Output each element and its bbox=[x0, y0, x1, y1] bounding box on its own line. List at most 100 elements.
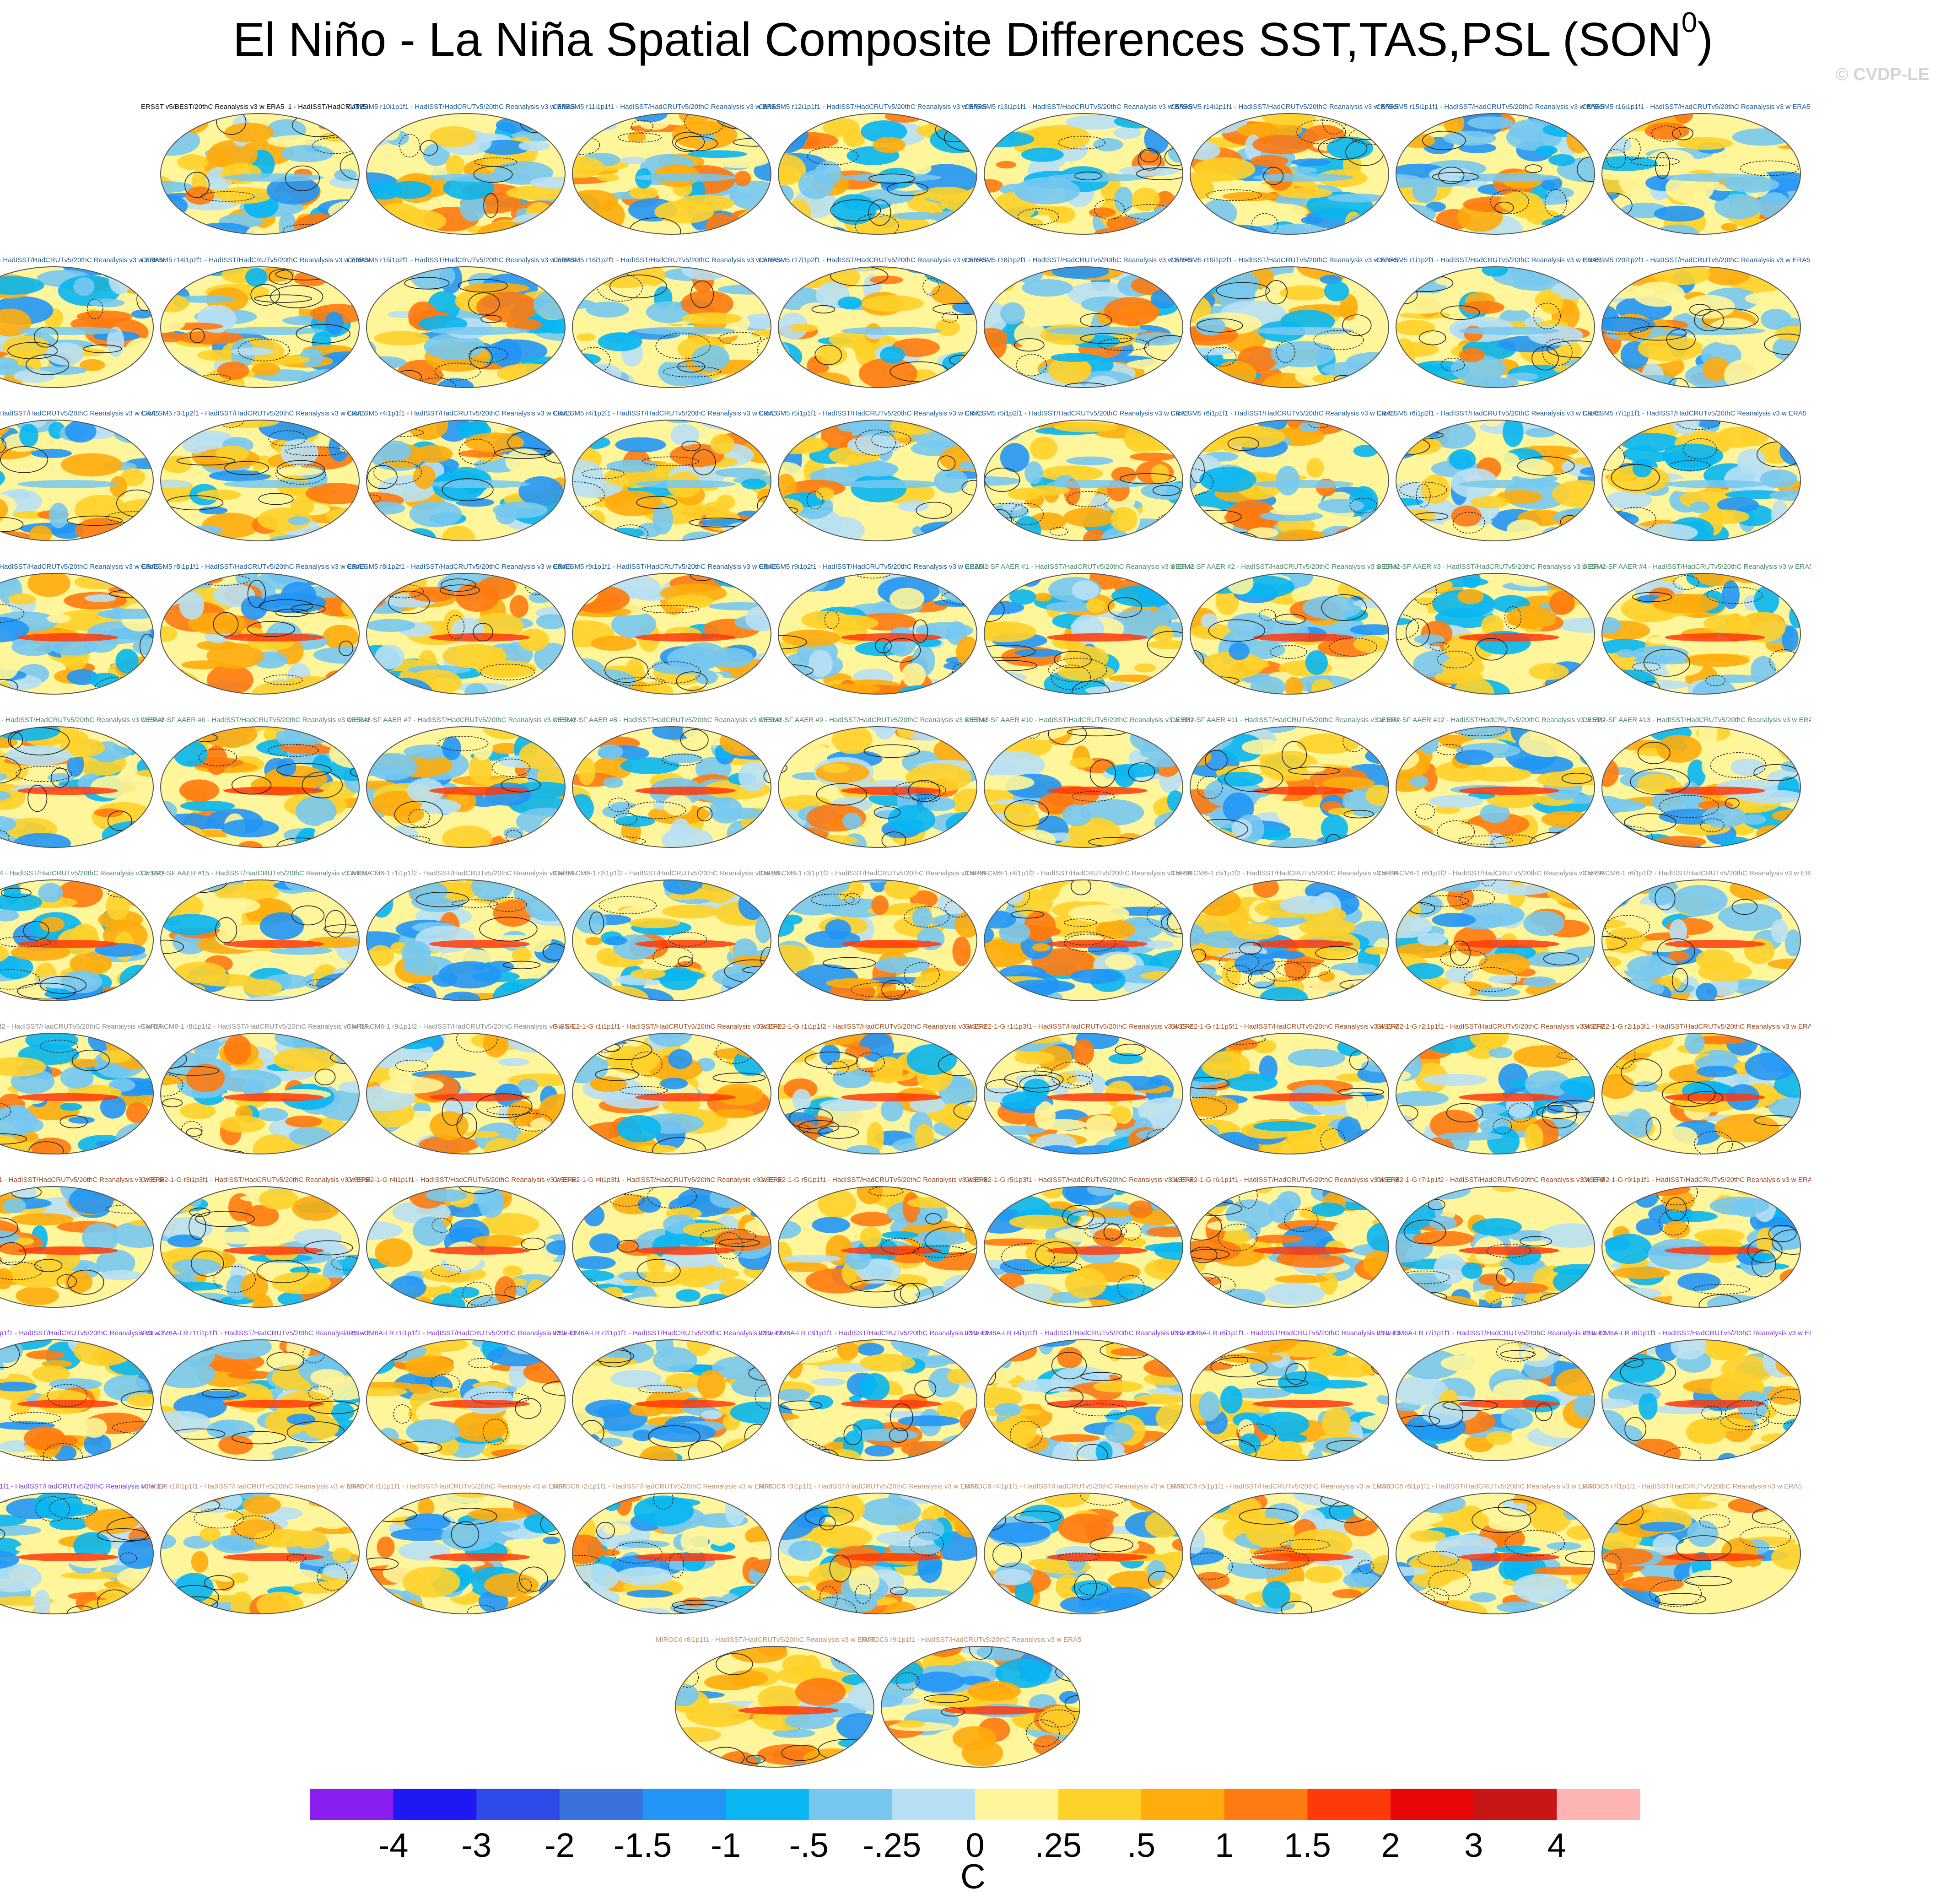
map-panel: CESM2-SF AAER #3 - HadISST/HadCRUTv5/20t… bbox=[1376, 554, 1605, 696]
robinson-map bbox=[1601, 420, 1801, 541]
robinson-map bbox=[984, 113, 1183, 235]
map-panel: CanESM5 r18i1p2f1 - HadISST/HadCRUTv5/20… bbox=[965, 247, 1193, 389]
map-panel: CanESM5 r5i1p1f1 - HadISST/HadCRUTv5/20t… bbox=[759, 400, 983, 542]
map-panel: CNRM-CM6-1 r7i1p1f2 - HadISST/HadCRUTv5/… bbox=[0, 1014, 164, 1155]
map-panel: MIROC6 r5i1p1f1 - HadISST/HadCRUTv5/20th… bbox=[1170, 1473, 1390, 1615]
map-panel: CanESM5 r5i1p2f1 - HadISST/HadCRUTv5/20t… bbox=[965, 400, 1189, 542]
map-panel: GISS-E2-1-G r4i1p3f1 - HadISST/HadCRUTv5… bbox=[553, 1167, 782, 1309]
panel-label: CNRM-CM6-1 r5i1p1f2 - HadISST/HadCRUTv5/… bbox=[1170, 869, 1399, 877]
map-panel: IPSL-CM6A-LR r9i1p1f1 - HadISST/HadCRUTv… bbox=[0, 1473, 164, 1615]
panel-label: CESM2-SF AAER #6 - HadISST/HadCRUTv5/20t… bbox=[141, 716, 370, 724]
colorbar-swatch bbox=[1557, 1789, 1640, 1820]
robinson-map bbox=[0, 1033, 154, 1154]
map-panel: CESM2-SF AAER #9 - HadISST/HadCRUTv5/20t… bbox=[759, 707, 987, 849]
map-panel: IPSL-CM6A-LR r8i1p1f1 - HadISST/HadCRUTv… bbox=[1582, 1320, 1811, 1462]
map-panel: CanESM5 r16i1p2f1 - HadISST/HadCRUTv5/20… bbox=[553, 247, 781, 389]
colorbar-swatch bbox=[310, 1789, 394, 1820]
panel-label: ERSST v5/BEST/20thC Reanalysis v3 w ERA5… bbox=[141, 103, 370, 111]
map-panel: MIROC6 r8i1p1f1 - HadISST/HadCRUTv5/20th… bbox=[656, 1627, 875, 1769]
map-panel: CanESM5 r10i1p1f1 - HadISST/HadCRUTv5/20… bbox=[347, 94, 575, 236]
panel-label: CanESM5 r16i1p1f1 - HadISST/HadCRUTv5/20… bbox=[1582, 103, 1811, 111]
panel-label: CESM2-SF AAER #14 - HadISST/HadCRUTv5/20… bbox=[0, 869, 164, 877]
map-panel: GISS-E2-1-G r7i1p1f2 - HadISST/HadCRUTv5… bbox=[1376, 1167, 1605, 1309]
map-panel: GISS-E2-1-G r1i1p3f1 - HadISST/HadCRUTv5… bbox=[965, 1014, 1193, 1155]
colorbar-swatch bbox=[726, 1789, 809, 1820]
robinson-map bbox=[778, 1186, 977, 1308]
panel-label: CanESM5 r14i1p2f1 - HadISST/HadCRUTv5/20… bbox=[141, 256, 369, 264]
robinson-map bbox=[1601, 1339, 1801, 1461]
robinson-map bbox=[160, 1493, 360, 1614]
map-panel: CanESM5 r1i1p2f1 - HadISST/HadCRUTv5/20t… bbox=[1376, 247, 1601, 389]
panel-label: GISS-E2-1-G r1i1p1f1 - HadISST/HadCRUTv5… bbox=[553, 1023, 782, 1030]
robinson-map bbox=[1396, 879, 1595, 1001]
robinson-map bbox=[0, 420, 154, 541]
robinson-map bbox=[984, 1493, 1183, 1614]
robinson-map bbox=[366, 573, 566, 695]
robinson-map bbox=[1190, 573, 1389, 695]
robinson-map bbox=[984, 420, 1183, 541]
robinson-map bbox=[984, 1186, 1183, 1308]
robinson-map bbox=[572, 420, 771, 541]
map-panel: GISS-E2-1-G r1i1p1f1 - HadISST/HadCRUTv5… bbox=[553, 1014, 782, 1155]
map-panel: CanESM5 r15i1p1f1 - HadISST/HadCRUTv5/20… bbox=[1376, 94, 1605, 236]
colorbar-swatch bbox=[476, 1789, 560, 1820]
robinson-map bbox=[366, 1186, 566, 1308]
colorbar-swatch bbox=[1391, 1789, 1474, 1820]
robinson-map bbox=[984, 1033, 1183, 1154]
map-panel: GISS-E2-1-G r5i1p1f1 - HadISST/HadCRUTv5… bbox=[759, 1167, 987, 1309]
robinson-map bbox=[160, 1186, 360, 1308]
panel-label: CESM2-SF AAER #3 - HadISST/HadCRUTv5/20t… bbox=[1376, 563, 1605, 571]
panel-label: MIROC6 r6i1p1f1 - HadISST/HadCRUTv5/20th… bbox=[1376, 1483, 1596, 1490]
map-panel: CanESM5 r19i1p2f1 - HadISST/HadCRUTv5/20… bbox=[1170, 247, 1399, 389]
map-panel: CNRM-CM6-1 r8i1p1f2 - HadISST/HadCRUTv5/… bbox=[141, 1014, 370, 1155]
panel-label: CNRM-CM6-1 r1i1p1f2 - HadISST/HadCRUTv5/… bbox=[347, 869, 576, 877]
colorbar-swatch bbox=[1307, 1789, 1391, 1820]
map-panel: CanESM5 r6i1p1f1 - HadISST/HadCRUTv5/20t… bbox=[1170, 400, 1395, 542]
robinson-map bbox=[778, 1033, 977, 1154]
map-panel: CanESM5 r9i1p2f1 - HadISST/HadCRUTv5/20t… bbox=[759, 554, 983, 696]
robinson-map bbox=[1396, 573, 1595, 695]
panel-label: CNRM-CM6-1 r3i1p1f2 - HadISST/HadCRUTv5/… bbox=[759, 869, 987, 877]
robinson-map bbox=[1601, 1493, 1801, 1614]
panel-label: CanESM5 r5i1p1f1 - HadISST/HadCRUTv5/20t… bbox=[759, 410, 983, 417]
robinson-map bbox=[778, 879, 977, 1001]
robinson-map bbox=[0, 266, 154, 388]
panel-label: CESM2-SF AAER #12 - HadISST/HadCRUTv5/20… bbox=[1376, 716, 1605, 724]
robinson-map bbox=[160, 1339, 360, 1461]
map-panel: CESM2-SF AAER #12 - HadISST/HadCRUTv5/20… bbox=[1376, 707, 1605, 849]
panel-label: IPSL-CM6A-LR r6i1p1f1 - HadISST/HadCRUTv… bbox=[1170, 1329, 1399, 1337]
panel-label: IPSL-CM6A-LR r4i1p1f1 - HadISST/HadCRUTv… bbox=[965, 1329, 1193, 1337]
robinson-map bbox=[572, 879, 771, 1001]
map-panel: CanESM5 r6i1p2f1 - HadISST/HadCRUTv5/20t… bbox=[1376, 400, 1601, 542]
robinson-map bbox=[572, 113, 771, 235]
panel-label: CanESM5 r19i1p2f1 - HadISST/HadCRUTv5/20… bbox=[1170, 256, 1399, 264]
robinson-map bbox=[1601, 879, 1801, 1001]
panel-label: GISS-E2-1-G r1i1p1f2 - HadISST/HadCRUTv5… bbox=[759, 1023, 987, 1030]
robinson-map bbox=[0, 1186, 154, 1308]
panel-label: CanESM5 r16i1p2f1 - HadISST/HadCRUTv5/20… bbox=[553, 256, 781, 264]
map-panel: MIROC6 r9i1p1f1 - HadISST/HadCRUTv5/20th… bbox=[862, 1627, 1081, 1769]
panel-label: MIROC6 r5i1p1f1 - HadISST/HadCRUTv5/20th… bbox=[1170, 1483, 1391, 1490]
robinson-map bbox=[984, 1339, 1183, 1461]
robinson-map bbox=[0, 879, 154, 1001]
robinson-map bbox=[1190, 1339, 1389, 1461]
robinson-map bbox=[984, 879, 1183, 1001]
panel-label: MIROC6 r10i1p1f1 - HadISST/HadCRUTv5/20t… bbox=[141, 1483, 365, 1490]
panel-label: GISS-E2-1-G r1i1p5f1 - HadISST/HadCRUTv5… bbox=[1170, 1023, 1399, 1030]
robinson-map bbox=[778, 726, 977, 848]
robinson-map bbox=[366, 113, 566, 235]
colorbar-swatch bbox=[892, 1789, 976, 1820]
map-panel: CanESM5 r7i1p1f1 - HadISST/HadCRUTv5/20t… bbox=[1582, 400, 1806, 542]
panel-label: IPSL-CM6A-LR r10i1p1f1 - HadISST/HadCRUT… bbox=[0, 1329, 164, 1337]
title-superscript: 0 bbox=[1681, 7, 1698, 38]
map-panel: CanESM5 r15i1p2f1 - HadISST/HadCRUTv5/20… bbox=[347, 247, 575, 389]
panel-label: CESM2-SF AAER #9 - HadISST/HadCRUTv5/20t… bbox=[759, 716, 987, 724]
robinson-map bbox=[160, 266, 360, 388]
panel-label: GISS-E2-1-G r4i1p1f1 - HadISST/HadCRUTv5… bbox=[347, 1176, 576, 1184]
panel-label: MIROC6 r4i1p1f1 - HadISST/HadCRUTv5/20th… bbox=[965, 1483, 1185, 1490]
map-panel: CanESM5 r4i1p2f1 - HadISST/HadCRUTv5/20t… bbox=[553, 400, 777, 542]
map-panel: CanESM5 r8i1p2f1 - HadISST/HadCRUTv5/20t… bbox=[347, 554, 571, 696]
robinson-map bbox=[366, 879, 566, 1001]
map-panel: GISS-E2-1-G r6i1p1f1 - HadISST/HadCRUTv5… bbox=[1170, 1167, 1399, 1309]
robinson-map bbox=[1190, 726, 1389, 848]
